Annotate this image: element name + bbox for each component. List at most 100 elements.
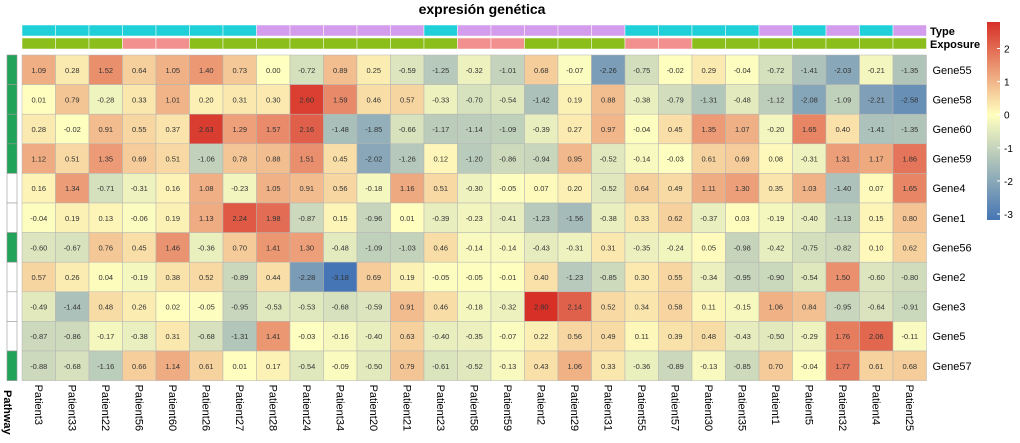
type-annotation-cell: [725, 24, 760, 37]
heatmap-cell: [323, 291, 358, 322]
cell-value-label: 2.80: [534, 303, 549, 312]
cell-value-label: 0.64: [634, 184, 649, 193]
color-legend-bar: [987, 22, 1000, 220]
cell-value-label: 1.30: [735, 184, 750, 193]
cell-value-label: 0.51: [65, 155, 80, 164]
cell-value-label: 0.61: [199, 362, 214, 371]
heatmap-cell: [524, 113, 559, 145]
cell-value-label: -1.42: [533, 95, 550, 104]
type-annotation-cell: [289, 24, 324, 37]
exposure-annotation-cell: [55, 37, 90, 50]
heatmap-cell: [122, 350, 157, 381]
pathway-annotation-cell: [6, 113, 18, 145]
cell-value-label: -2.02: [365, 155, 382, 164]
heatmap-cell: [323, 261, 358, 293]
cell-value-label: -0.98: [734, 243, 751, 252]
legend-tick-label: -2: [1004, 177, 1013, 188]
heatmap-cell: [758, 143, 793, 174]
cell-value-label: 0.69: [735, 155, 750, 164]
heatmap-cell: [725, 261, 760, 293]
cell-value-label: -0.19: [131, 273, 148, 282]
cell-value-label: 0.33: [634, 214, 649, 223]
cell-value-label: 0.19: [567, 95, 582, 104]
cell-value-label: 0.28: [31, 125, 46, 134]
column-label: Patient29: [568, 385, 580, 431]
column-label: Patient21: [400, 385, 412, 431]
cell-value-label: 0.31: [165, 332, 180, 341]
cell-value-label: 0.69: [366, 273, 381, 282]
cell-value-label: -1.23: [533, 214, 550, 223]
exposure-annotation-cell: [490, 37, 525, 50]
type-annotation-cell: [557, 24, 592, 37]
row-label: Gene57: [933, 361, 972, 373]
cell-value-label: -0.85: [600, 273, 617, 282]
cell-value-label: -0.96: [365, 214, 382, 223]
heatmap-cell: [859, 173, 894, 204]
heatmap-cell: [658, 321, 693, 352]
cell-value-label: -0.68: [332, 303, 349, 312]
cell-value-label: 0.07: [534, 184, 549, 193]
cell-value-label: 1.65: [902, 184, 917, 193]
cell-value-label: 0.80: [902, 214, 917, 223]
pathway-annotation-cell: [6, 321, 18, 352]
heatmap-cell: [490, 202, 525, 233]
cell-value-label: -0.54: [298, 362, 315, 371]
cell-value-label: 0.55: [668, 273, 683, 282]
cell-value-label: 0.25: [366, 66, 381, 75]
cell-value-label: 0.79: [65, 95, 80, 104]
heatmap-cell: [658, 113, 693, 145]
cell-value-label: -0.48: [734, 95, 751, 104]
cell-value-label: -0.31: [131, 184, 148, 193]
cell-value-label: 1.59: [333, 95, 348, 104]
cell-value-label: 0.10: [869, 243, 884, 252]
cell-value-label: 0.68: [534, 66, 549, 75]
heatmap-cell: [624, 84, 659, 115]
heatmap-cell: [88, 54, 123, 85]
heatmap-cell: [725, 321, 760, 352]
heatmap-cell: [55, 232, 90, 263]
cell-value-label: -0.05: [466, 273, 483, 282]
cell-value-label: 0.16: [165, 184, 180, 193]
type-annotation-cell: [122, 24, 157, 37]
cell-value-label: -0.13: [700, 362, 717, 371]
heatmap-cell: [691, 113, 726, 145]
cell-value-label: -0.37: [700, 214, 717, 223]
cell-value-label: 0.62: [668, 214, 683, 223]
column-label: Patient32: [836, 385, 848, 431]
heatmap-cell: [524, 84, 559, 115]
heatmap-cell: [658, 232, 693, 263]
heatmap-cell: [591, 173, 626, 204]
cell-value-label: -0.52: [600, 155, 617, 164]
cell-value-label: 0.95: [567, 155, 582, 164]
heatmap-cell: [122, 143, 157, 174]
heatmap-cell: [323, 54, 358, 85]
heatmap-cell: [155, 232, 190, 263]
type-annotation-cell: [155, 24, 190, 37]
legend-tick-label: 2: [1004, 44, 1010, 55]
heatmap-cell: [557, 143, 592, 174]
heatmap-cell: [490, 232, 525, 263]
type-annotation-cell: [624, 24, 659, 37]
heatmap-cell: [390, 54, 425, 85]
heatmap-cell: [557, 261, 592, 293]
heatmap-cell: [557, 54, 592, 85]
cell-value-label: -2.21: [868, 95, 885, 104]
heatmap-cell: [490, 261, 525, 293]
cell-value-label: 0.33: [132, 95, 147, 104]
cell-value-label: 1.09: [31, 66, 46, 75]
cell-value-label: 0.46: [433, 243, 448, 252]
cell-value-label: -0.35: [466, 332, 483, 341]
heatmap-cell: [490, 173, 525, 204]
heatmap-cell: [21, 84, 56, 115]
cell-value-label: -0.80: [901, 273, 918, 282]
exposure-annotation-cell: [88, 37, 123, 50]
exposure-annotation-cell: [825, 37, 860, 50]
heatmap-cell: [356, 173, 391, 204]
type-annotation-cell: [222, 24, 257, 37]
cell-value-label: 0.56: [567, 332, 582, 341]
row-label: Gene1: [933, 213, 966, 225]
heatmap-cell: [859, 202, 894, 233]
heatmap-cell: [658, 202, 693, 233]
heatmap-cell: [691, 202, 726, 233]
cell-value-label: 0.91: [98, 125, 113, 134]
